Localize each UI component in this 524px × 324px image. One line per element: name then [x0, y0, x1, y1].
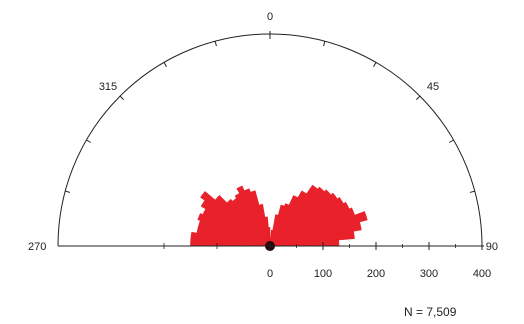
rose-bar-347.5 — [258, 203, 271, 247]
sample-count: N = 7,509 — [404, 305, 457, 319]
rose-bar-77.5 — [269, 221, 362, 247]
rose-bar-332.5 — [236, 185, 271, 247]
rose-bar-82.5 — [269, 230, 355, 247]
rose-frame — [57, 31, 484, 250]
angle-tick — [449, 139, 454, 143]
rose-bar-352.5 — [264, 216, 271, 247]
rose-outer-arc — [57, 33, 483, 247]
angle-tick — [163, 62, 167, 67]
angle-tick — [323, 41, 326, 47]
rose-labels: 0 100 200 300 400 0 45 90 270 315 — [28, 11, 498, 280]
radial-tick-label: 200 — [367, 268, 385, 280]
rose-bars — [190, 184, 368, 251]
angle-tick — [416, 95, 421, 100]
angle-label-90: 90 — [486, 241, 498, 253]
angle-tick — [65, 190, 71, 193]
angle-tick — [469, 190, 475, 193]
angle-tick — [373, 62, 377, 67]
rose-bar-337.5 — [243, 188, 271, 247]
radial-tick-label: 300 — [420, 268, 438, 280]
rose-bar-307.5 — [200, 191, 271, 247]
angle-tick — [86, 139, 91, 143]
rose-bar-72.5 — [269, 211, 368, 247]
angle-tick — [119, 95, 124, 100]
angle-label-0: 0 — [267, 11, 273, 23]
angle-label-315: 315 — [99, 81, 117, 93]
radial-tick-label: 100 — [314, 268, 332, 280]
angle-label-45: 45 — [427, 81, 439, 93]
angle-tick — [214, 41, 217, 47]
rose-bar-342.5 — [250, 190, 271, 247]
radial-tick-label: 400 — [473, 268, 491, 280]
angle-label-270: 270 — [28, 241, 46, 253]
rose-bar-312.5 — [214, 194, 271, 247]
rose-bar-317.5 — [226, 198, 271, 247]
radial-tick-label: 0 — [267, 268, 273, 280]
